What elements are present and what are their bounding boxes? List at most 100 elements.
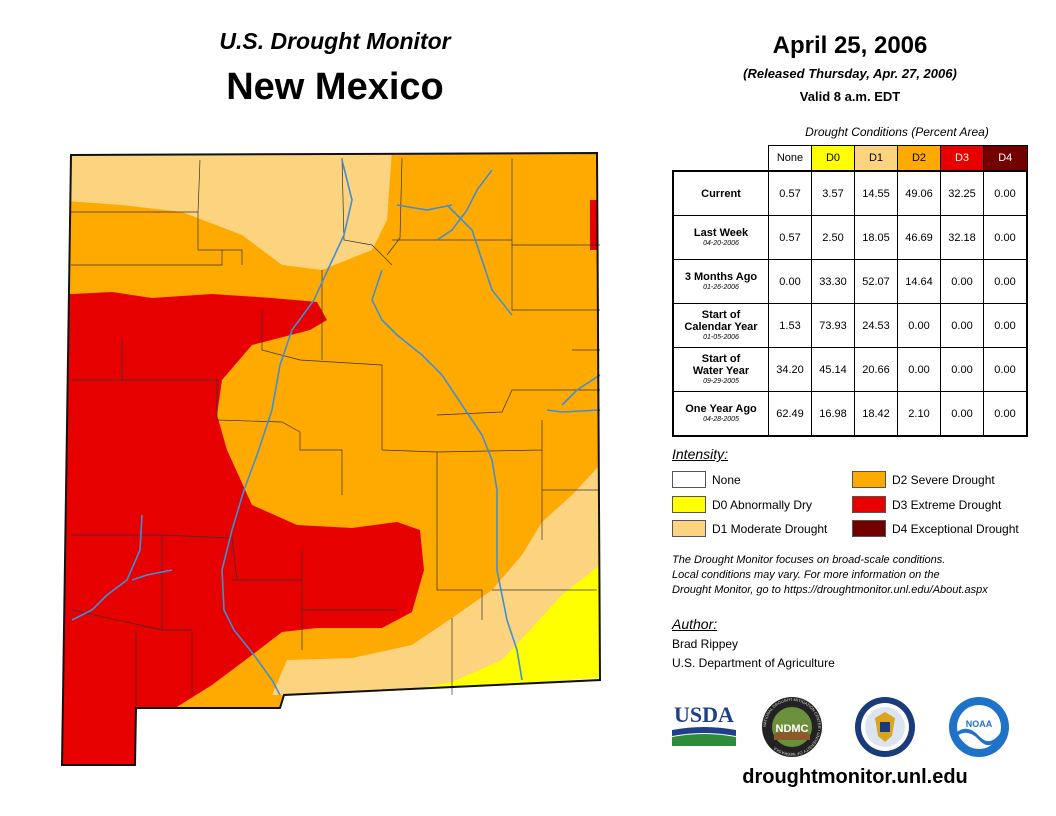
author-name: Brad Rippey: [672, 637, 739, 651]
legend-item-d4: D4 Exceptional Drought: [852, 520, 1019, 537]
drought-map: [60, 151, 602, 766]
table-cell: 0.00: [897, 303, 941, 348]
table-cell: 18.05: [854, 215, 898, 260]
row-label: Current: [672, 170, 769, 216]
table-cell: 0.00: [983, 215, 1028, 260]
usda-logo-text: USDA: [674, 702, 734, 727]
col-header-d3: D3: [940, 145, 984, 172]
row-date: 04-28-2005: [703, 416, 739, 423]
table-caption: Drought Conditions (Percent Area): [805, 125, 989, 139]
d0-area-southeast: [382, 565, 600, 695]
table-row: Last Week 04-20-2006 0.57 2.50 18.05 46.69 32.…: [672, 215, 1028, 260]
table-cell: 3.57: [811, 170, 855, 216]
row-label-text: 3 Months Ago: [684, 271, 758, 283]
legend-item-none: None: [672, 471, 741, 488]
table-cell: 0.00: [768, 259, 812, 304]
ndmc-logo-text: NDMC: [776, 723, 809, 735]
legend-item-d0: D0 Abnormally Dry: [672, 496, 812, 513]
table-cell: 24.53: [854, 303, 898, 348]
legend-label-d3: D3 Extreme Drought: [892, 497, 1002, 512]
d3-area-bootheel: [62, 690, 142, 765]
legend-swatch-d4: [852, 520, 886, 537]
legend-label-d4: D4 Exceptional Drought: [892, 521, 1019, 536]
map-date: April 25, 2006: [772, 32, 928, 59]
row-date: 04-20-2006: [703, 240, 739, 247]
table-row: One Year Ago 04-28-2005 62.49 16.98 18.42 2.1…: [672, 391, 1028, 437]
table-cell: 14.64: [897, 259, 941, 304]
row-label: 3 Months Ago 01-26-2006: [672, 259, 769, 304]
noaa-logo-text: NOAA: [966, 719, 993, 729]
table-cell: 45.14: [811, 347, 855, 392]
release-date: (Released Thursday, Apr. 27, 2006): [743, 66, 957, 81]
row-label-text: Start of: [701, 309, 741, 321]
d1-area-northwest: [62, 153, 392, 270]
col-header-none: None: [768, 145, 812, 172]
table-cell: 18.42: [854, 391, 898, 437]
table-cell: 0.57: [768, 215, 812, 260]
legend-label-d0: D0 Abnormally Dry: [712, 497, 813, 512]
legend-swatch-d1: [672, 520, 706, 537]
table-cell: 0.00: [983, 259, 1028, 304]
table-cell: 20.66: [854, 347, 898, 392]
table-cell: 0.00: [983, 303, 1028, 348]
table-cell: 0.00: [983, 391, 1028, 437]
row-label: One Year Ago 04-28-2005: [672, 391, 769, 437]
table-row: Current 0.57 3.57 14.55 49.06 32.25 0.00: [672, 170, 1028, 216]
row-label-text: Last Week: [693, 227, 749, 239]
table-cell: 16.98: [811, 391, 855, 437]
table-cell: 2.50: [811, 215, 855, 260]
table-cell: 0.00: [983, 170, 1028, 216]
table-cell: 52.07: [854, 259, 898, 304]
table-cell: 0.00: [940, 347, 984, 392]
note-line-1: The Drought Monitor focuses on broad-sca…: [672, 554, 946, 566]
table-cell: 49.06: [897, 170, 941, 216]
legend-swatch-none: [672, 471, 706, 488]
state-outline: [60, 151, 602, 766]
department-of-commerce-seal-icon: [855, 697, 915, 757]
table-row: 3 Months Ago 01-26-2006 0.00 33.30 52.07 14.6…: [672, 259, 1028, 304]
table-cell: 62.49: [768, 391, 812, 437]
table-cell: 32.18: [940, 215, 984, 260]
row-label-text-2: Water Year: [692, 365, 750, 377]
author-title: Author:: [672, 616, 718, 632]
table-cell: 0.00: [983, 347, 1028, 392]
legend-item-d2: D2 Severe Drought: [852, 471, 995, 488]
author-org: U.S. Department of Agriculture: [672, 656, 835, 670]
table-cell: 14.55: [854, 170, 898, 216]
map-subtitle: U.S. Drought Monitor: [219, 28, 451, 54]
rivers: [71, 159, 601, 696]
table-cell: 1.53: [768, 303, 812, 348]
legend-item-d3: D3 Extreme Drought: [852, 496, 1001, 513]
table-cell: 0.00: [940, 391, 984, 437]
table-row: Start of Calendar Year 01-05-2006 1.53 73.93…: [672, 303, 1028, 348]
row-label-text: One Year Ago: [685, 403, 757, 415]
row-date: 09-29-2005: [703, 378, 739, 385]
website-url[interactable]: droughtmonitor.unl.edu: [742, 766, 968, 788]
legend-title: Intensity:: [672, 446, 729, 462]
col-header-d1: D1: [854, 145, 898, 172]
row-label: Start of Water Year 09-29-2005: [672, 347, 769, 392]
row-label: Last Week 04-20-2006: [672, 215, 769, 260]
table-cell: 0.00: [897, 347, 941, 392]
table-cell: 2.10: [897, 391, 941, 437]
legend-item-d1: D1 Moderate Drought: [672, 520, 827, 537]
table-cell: 73.93: [811, 303, 855, 348]
disclaimer-note: The Drought Monitor focuses on broad-sca…: [672, 553, 1042, 598]
table-corner: [673, 146, 769, 172]
row-date: 01-26-2006: [703, 284, 739, 291]
col-header-d0: D0: [811, 145, 855, 172]
row-label-text-2: Calendar Year: [684, 321, 758, 333]
legend-label-none: None: [712, 472, 741, 487]
table-cell: 0.00: [940, 259, 984, 304]
col-header-d2: D2: [897, 145, 941, 172]
legend-label-d2: D2 Severe Drought: [892, 472, 995, 487]
legend-swatch-d3: [852, 496, 886, 513]
note-line-3: Drought Monitor, go to https://droughtmo…: [672, 584, 988, 596]
note-line-2: Local conditions may vary. For more info…: [672, 569, 940, 581]
ndmc-seal-icon: NDMC NATIONAL DROUGHT MITIGATION CENTER …: [762, 697, 822, 757]
legend-swatch-d2: [852, 471, 886, 488]
row-label-text: Start of: [701, 353, 741, 365]
county-boundaries: [71, 157, 600, 708]
noaa-logo-icon: NOAA: [949, 697, 1009, 757]
usda-logo-icon: USDA: [672, 702, 736, 746]
